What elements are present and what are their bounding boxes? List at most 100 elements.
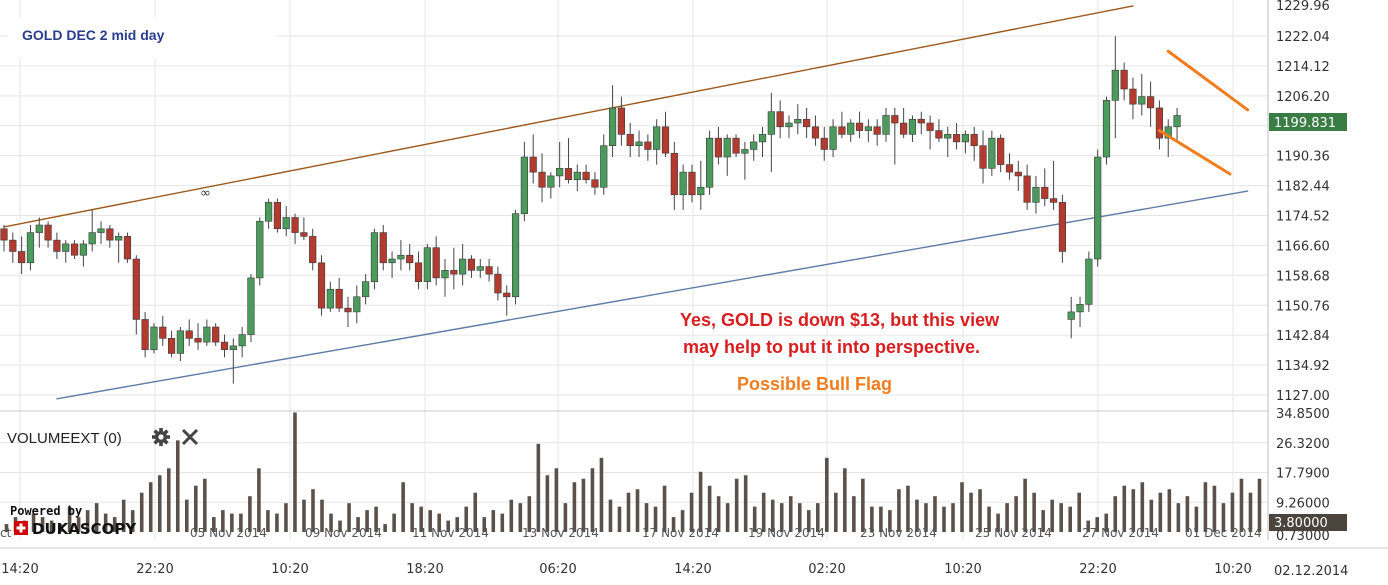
time-tick-label: 02:20: [808, 562, 845, 577]
volume-bar: [1005, 503, 1009, 532]
candle: [970, 126, 978, 161]
close-panel-icon[interactable]: [181, 428, 199, 446]
candle-body: [141, 319, 149, 350]
volume-bar: [148, 482, 153, 532]
candle: [309, 228, 317, 271]
candle-body: [838, 126, 846, 135]
candle-body: [467, 258, 476, 271]
volume-bar: [257, 468, 261, 532]
time-tick-label: 14:20: [1, 562, 38, 577]
candle: [564, 138, 573, 184]
volume-bar: [1194, 506, 1199, 532]
volume-bar: [852, 496, 856, 532]
candle-body: [1014, 171, 1022, 177]
candle-body: [18, 251, 26, 264]
volume-bar: [933, 496, 937, 532]
volume-bar: [1059, 503, 1063, 532]
volume-bar: [834, 492, 838, 532]
current-price-box: [1269, 113, 1347, 131]
candle-body: [220, 341, 229, 350]
candle-body: [961, 134, 969, 143]
candle-body: [564, 168, 573, 180]
candle-body: [794, 118, 802, 124]
candle-body: [608, 107, 617, 146]
volume-bar: [942, 506, 946, 532]
price-tick-label: 1214.12: [1276, 60, 1330, 75]
bull-flag-note: Possible Bull Flag: [737, 374, 892, 394]
volume-bar: [383, 524, 387, 532]
volume-bar: [987, 506, 991, 532]
volume-bar: [455, 517, 460, 532]
candle: [362, 274, 370, 305]
volume-bar: [779, 503, 784, 532]
volume-bar: [4, 524, 9, 532]
candle: [1058, 194, 1066, 263]
candle-body: [53, 239, 61, 252]
flag-lines: [1157, 49, 1250, 176]
candle: [952, 123, 961, 150]
volume-bar: [915, 499, 919, 532]
settings-gear-icon[interactable]: [152, 428, 170, 446]
candle-body: [362, 281, 370, 298]
volume-bar: [40, 517, 45, 532]
candle: [582, 164, 590, 184]
candle-body: [873, 126, 881, 135]
candle: [820, 126, 828, 161]
volume-bar: [230, 513, 234, 532]
candle-body: [326, 288, 334, 309]
candle-body: [908, 118, 917, 135]
time-tick-label: 18:20: [406, 562, 443, 577]
candle: [300, 217, 308, 241]
perspective-note-line1: Yes, GOLD is down $13, but this view: [680, 310, 1000, 330]
candle-body: [855, 122, 864, 131]
candle-body: [917, 118, 925, 124]
candle-body: [511, 213, 520, 298]
volume-tick-label-partial: 34.8500: [1276, 407, 1330, 422]
candle-body: [1094, 156, 1102, 260]
candle-body: [344, 307, 352, 313]
candle: [26, 225, 35, 271]
candle: [1111, 36, 1119, 139]
candle: [88, 209, 96, 252]
candle: [273, 198, 282, 233]
candle-body: [123, 236, 132, 260]
volume-bar: [797, 503, 802, 532]
candle-body: [697, 186, 705, 196]
volume-panel: [4, 412, 1262, 532]
candles: [0, 36, 1181, 384]
candle-body: [256, 220, 264, 279]
candle-body: [414, 262, 423, 282]
candle-body: [0, 228, 8, 241]
candle: [829, 119, 837, 158]
volume-bar: [248, 496, 252, 532]
candle-body: [273, 202, 282, 230]
volume-bar: [473, 492, 478, 532]
candle-body: [1085, 258, 1093, 305]
volume-bar: [293, 412, 297, 532]
candle-body: [644, 141, 652, 150]
volume-bar: [743, 475, 748, 532]
date-label-partial: ct: [0, 526, 12, 540]
time-tick-label: 14:20: [674, 562, 711, 577]
candle: [785, 115, 793, 139]
candle: [573, 164, 581, 192]
time-tick-label: 10:20: [944, 562, 981, 577]
candle-body: [653, 126, 661, 150]
candle-body: [705, 137, 714, 188]
volume-bar: [599, 457, 604, 532]
candle-body: [1147, 96, 1155, 109]
candle: [406, 243, 414, 271]
volume-bar: [284, 503, 288, 532]
candle-body: [353, 296, 361, 313]
candle: [397, 240, 405, 271]
date-label: 27 Nov 2014: [1082, 526, 1159, 540]
candle: [1129, 77, 1137, 120]
candle-body: [626, 134, 634, 146]
candle: [1076, 296, 1084, 328]
candle: [53, 232, 61, 260]
volume-bar: [788, 496, 793, 532]
candle: [1067, 296, 1075, 339]
volume-bar: [978, 489, 982, 532]
volume-bar: [112, 517, 117, 532]
